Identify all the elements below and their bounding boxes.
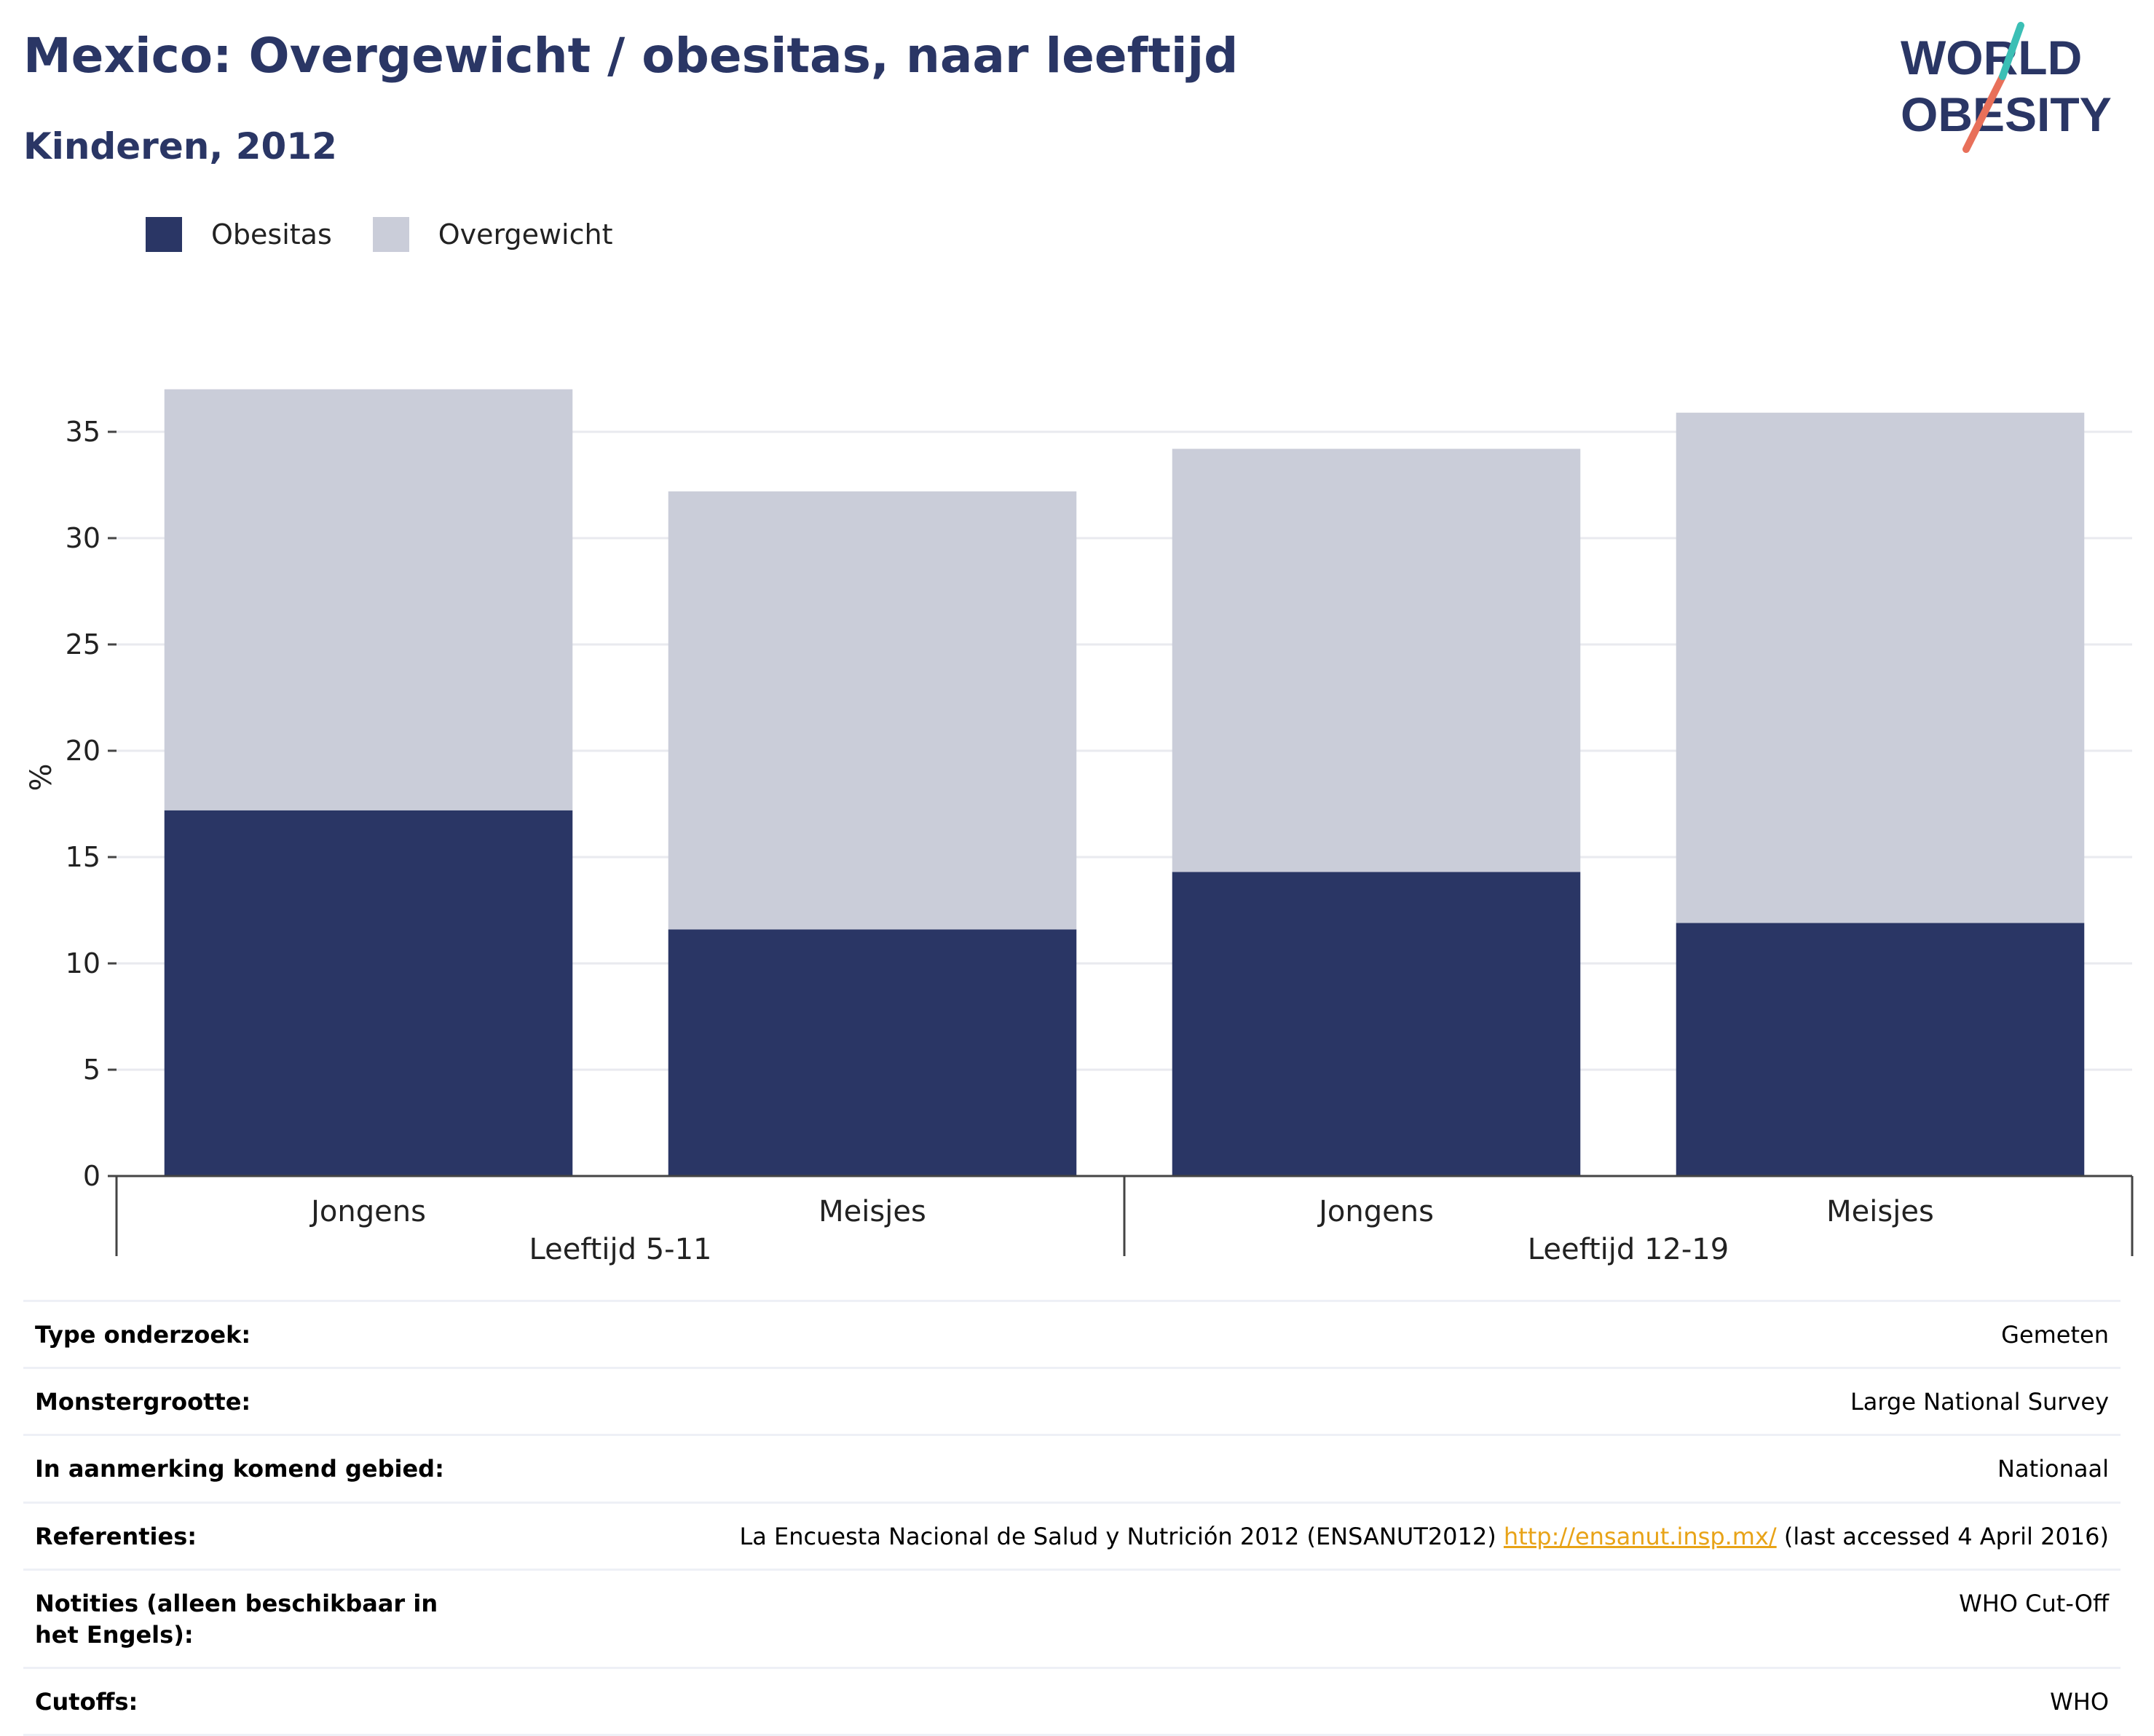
info-row: Type onderzoek: Gemeten [23,1299,2121,1368]
info-label: In aanmerking komend gebied: [23,1434,498,1503]
info-value: Gemeten [498,1299,2121,1368]
info-row: Cutoffs: WHO [23,1667,2121,1736]
legend-swatch-obesitas [146,217,182,252]
legend-swatch-overgewicht [372,217,409,252]
bar-obesitas [668,929,1077,1176]
bar-overgewicht [1676,412,2085,923]
info-row: Monstergrootte: Large National Survey [23,1367,2121,1435]
bar-overgewicht [668,491,1077,930]
x-tick-label: Jongens [1317,1195,1434,1228]
y-axis-title: % [25,763,58,791]
info-label: Monstergrootte: [23,1367,498,1435]
svg-text:WORLD: WORLD [1901,31,2082,84]
info-label: Type onderzoek: [23,1299,498,1368]
survey-info-table: Type onderzoek: Gemeten Monstergrootte: … [23,1299,2121,1736]
y-tick-label: 10 [66,947,100,979]
chart-title: Mexico: Overgewicht / obesitas, naar lee… [23,28,1239,84]
bar-overgewicht [164,389,573,810]
info-value: Large National Survey [498,1367,2121,1435]
info-row: In aanmerking komend gebied: Nationaal [23,1434,2121,1503]
info-row: Notities (alleen beschikbaar in het Enge… [23,1568,2121,1668]
reference-link[interactable]: http://ensanut.insp.mx/ [1503,1522,1777,1550]
info-value: Nationaal [498,1434,2121,1503]
stacked-bar-chart: 0 5 10 15 20 25 30 35% Jongens Meisjes Jongens Meis… [25,389,2134,1266]
svg-text:OBESITY: OBESITY [1901,87,2112,141]
y-tick-label: 15 [66,841,100,873]
bar-overgewicht [1172,449,1581,872]
y-tick-label: 20 [66,735,100,767]
info-value: WHO [498,1667,2121,1736]
y-tick-label: 0 [83,1160,100,1192]
legend-item-obesitas[interactable]: Obesitas [146,217,332,252]
y-tick-label: 5 [83,1054,100,1086]
legend-label-obesitas: Obesitas [211,218,332,250]
legend-item-overgewicht[interactable]: Overgewicht [372,217,613,252]
chart-subtitle: Kinderen, 2012 [23,125,337,167]
info-label: Cutoffs: [23,1667,498,1736]
bar-obesitas [1676,923,2085,1176]
group-label: Leeftijd 12-19 [1528,1233,1729,1266]
info-value: WHO Cut-Off [498,1568,2121,1668]
legend: Obesitas Overgewicht [146,217,654,252]
reference-accessed: (last accessed 4 April 2016) [1776,1522,2109,1550]
bar-obesitas [1172,872,1581,1176]
x-tick-label: Meisjes [1826,1195,1934,1228]
y-tick-label: 35 [66,416,100,448]
bar-obesitas [164,810,573,1176]
legend-label-overgewicht: Overgewicht [438,218,613,250]
info-value: La Encuesta Nacional de Salud y Nutrició… [498,1501,2121,1570]
group-label: Leeftijd 5-11 [529,1233,712,1266]
y-tick-label: 30 [66,522,100,554]
x-tick-label: Meisjes [818,1195,926,1228]
world-obesity-logo: WORLD OBESITY [1901,22,2112,153]
reference-text: La Encuesta Nacional de Salud y Nutrició… [739,1522,1504,1550]
y-tick-label: 25 [66,628,100,660]
x-tick-label: Jongens [309,1195,426,1228]
info-row: Referenties: La Encuesta Nacional de Sal… [23,1501,2121,1570]
info-label: Referenties: [23,1501,498,1570]
info-label: Notities (alleen beschikbaar in het Enge… [23,1568,498,1668]
